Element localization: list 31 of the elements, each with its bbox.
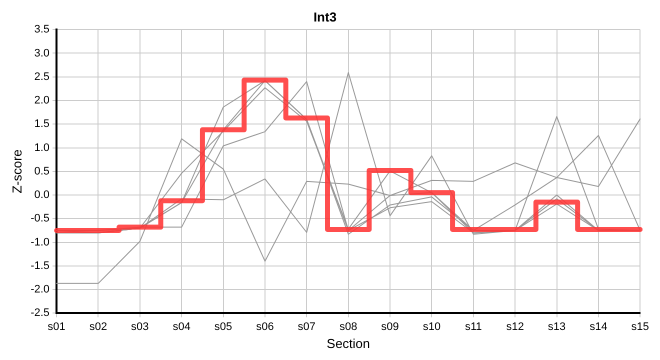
y-tick-label: 3.0 (34, 47, 50, 60)
x-tick-label: s15 (631, 320, 650, 333)
x-tick-label: s02 (89, 320, 108, 333)
x-tick-label: s03 (131, 320, 149, 333)
chart-title: Int3 (313, 9, 337, 24)
y-tick-label: 0.0 (34, 189, 50, 202)
y-tick-label: 2.5 (34, 70, 50, 83)
y-tick-label: -1.5 (30, 260, 50, 272)
y-axis-title: Z-score (9, 149, 24, 194)
y-tick-label: 2.0 (34, 94, 50, 107)
x-tick-label: s12 (506, 320, 524, 333)
x-tick-label: s08 (339, 320, 358, 333)
x-tick-label: s14 (590, 320, 608, 333)
x-tick-label: s09 (381, 320, 399, 333)
x-tick-label: s04 (172, 320, 190, 333)
y-tick-label: -2.5 (30, 307, 50, 320)
y-tick-label: 1.5 (34, 118, 50, 130)
y-tick-label: -0.5 (30, 212, 50, 225)
x-tick-label: s07 (298, 320, 316, 333)
x-tick-label: s10 (422, 320, 441, 333)
x-tick-label: s06 (256, 320, 274, 333)
y-tick-label: -2.0 (30, 284, 50, 296)
x-tick-label: s01 (48, 320, 66, 333)
x-tick-label: s11 (464, 320, 482, 333)
x-axis-title: Section (326, 336, 370, 351)
y-tick-label: 0.5 (34, 165, 50, 178)
y-tick-label: 1.0 (34, 142, 50, 154)
x-tick-label: s05 (214, 320, 232, 333)
y-tick-label: -1.0 (30, 236, 50, 248)
y-tick-label: 3.5 (34, 24, 50, 36)
x-tick-label: s13 (548, 320, 566, 333)
